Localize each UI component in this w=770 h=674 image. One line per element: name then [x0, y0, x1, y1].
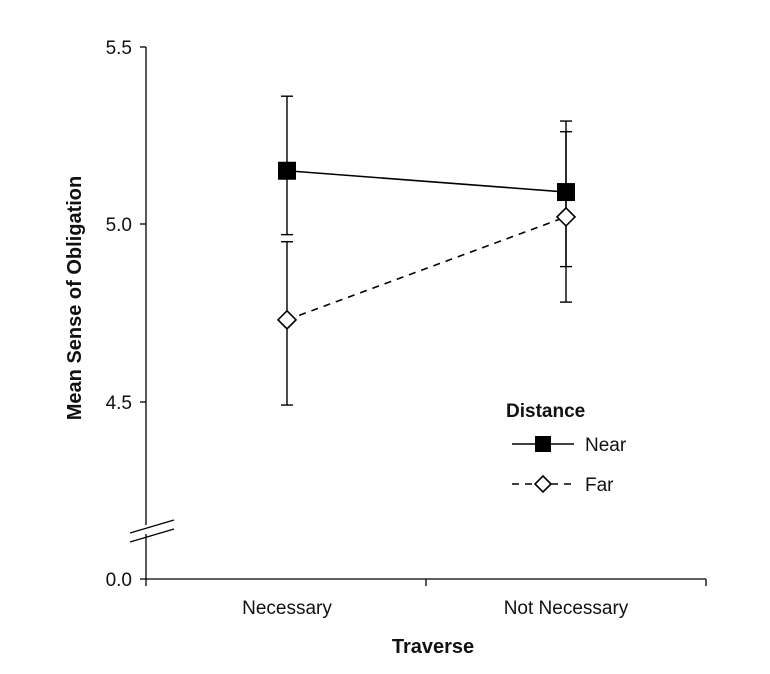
series-line-near — [286, 169, 567, 193]
point-near-0 — [278, 161, 296, 180]
y-tick-label-3: 5.5 — [106, 38, 132, 59]
axes — [129, 47, 707, 586]
x-tick-label-0: Necessary — [242, 598, 332, 619]
point-far-1 — [555, 206, 577, 228]
axis-break-mark-2 — [129, 528, 175, 543]
y-tick-label-2: 5.0 — [106, 215, 132, 236]
legend-title: Distance — [506, 401, 585, 422]
legend-marker-near — [535, 436, 551, 452]
point-far-0 — [276, 309, 298, 330]
y-tick-label-1: 4.5 — [106, 393, 132, 414]
x-axis-title: Traverse — [392, 636, 474, 658]
y-tick-label-0: 0.0 — [106, 570, 132, 591]
plot-area — [276, 95, 577, 406]
y-ticks: 0.0 4.5 5.0 5.5 — [106, 38, 146, 591]
y-axis-title: Mean Sense of Obligation — [64, 176, 86, 420]
series-line-far — [286, 216, 567, 321]
axis-break-mark-1 — [129, 519, 175, 534]
x-tick-label-1: Not Necessary — [504, 598, 629, 619]
legend-label-far: Far — [585, 475, 614, 496]
legend-label-near: Near — [585, 435, 627, 456]
legend: Distance Near Far — [506, 401, 627, 496]
legend-marker-far — [533, 474, 553, 494]
